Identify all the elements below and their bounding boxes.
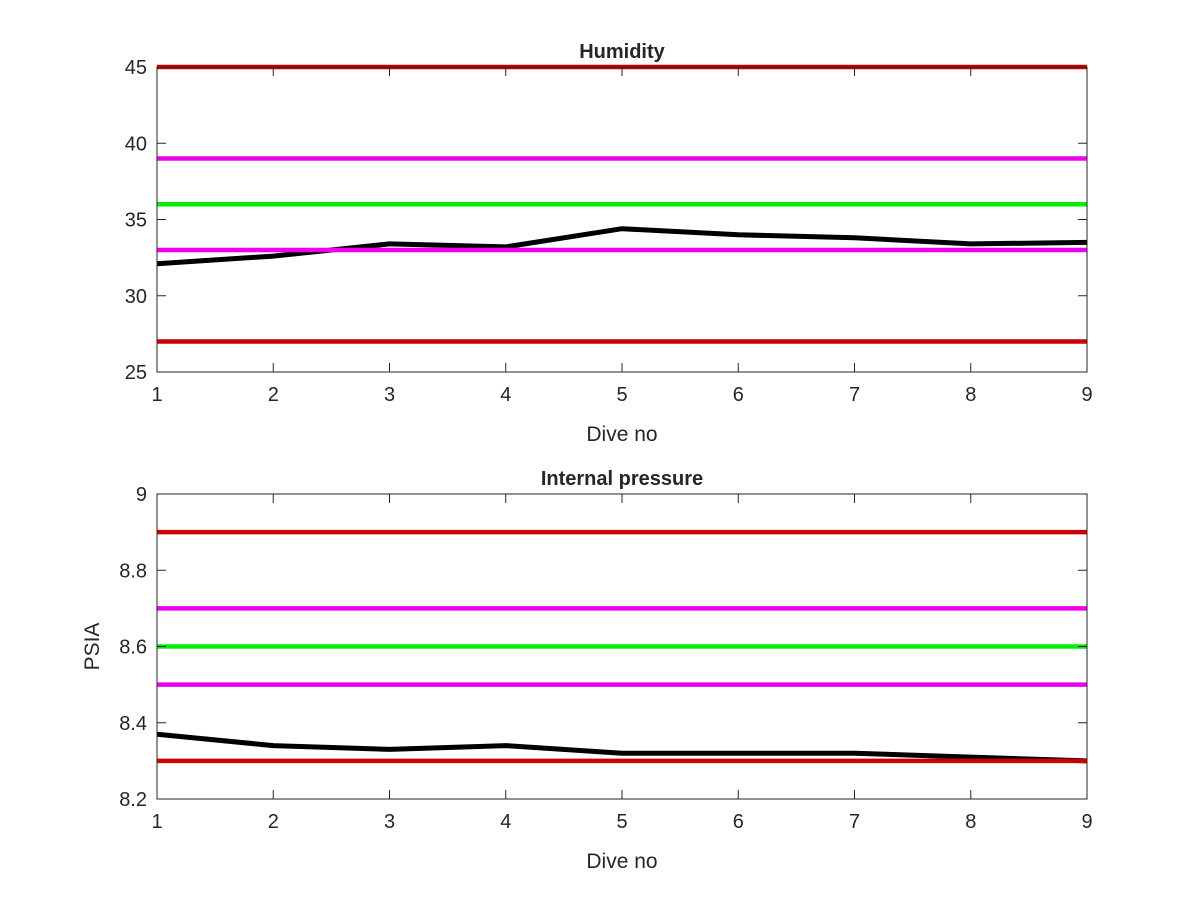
y-tick-label: 45 — [125, 57, 147, 79]
x-tick-label: 8 — [965, 384, 976, 406]
y-tick-label: 40 — [125, 133, 147, 155]
y-tick-label: 25 — [125, 362, 147, 384]
x-tick-label: 8 — [965, 811, 976, 833]
x-tick-label: 3 — [384, 811, 395, 833]
x-tick-label: 9 — [1081, 811, 1092, 833]
chart-title: Humidity — [579, 41, 665, 63]
y-axis-label: PSIA — [81, 623, 104, 671]
internal-pressure-chart: 1 2 3 4 5 6 7 8 9 8.2 8.4 8.6 8.8 9 Internal pressure… — [81, 468, 1093, 873]
x-tick-label: 5 — [616, 811, 627, 833]
x-tick-label: 9 — [1081, 384, 1092, 406]
x-tick-label: 2 — [268, 384, 279, 406]
y-tick-label: 8.2 — [119, 789, 147, 811]
x-tick-label: 2 — [268, 811, 279, 833]
x-tick-label: 3 — [384, 384, 395, 406]
x-tick-label: 1 — [151, 384, 162, 406]
x-tick-label: 1 — [151, 811, 162, 833]
x-axis-label: Dive no — [586, 423, 657, 446]
x-tick-label: 4 — [500, 811, 511, 833]
y-tick-label: 30 — [125, 286, 147, 308]
x-tick-label: 6 — [733, 811, 744, 833]
x-axis-label: Dive no — [586, 850, 657, 873]
x-tick-label: 4 — [500, 384, 511, 406]
y-tick-label: 8.8 — [119, 560, 147, 582]
y-tick-label: 9 — [136, 484, 147, 506]
x-tick-label: 7 — [849, 811, 860, 833]
chart-title: Internal pressure — [541, 468, 703, 490]
y-tick-label: 8.6 — [119, 637, 147, 659]
y-tick-label: 8.4 — [119, 713, 147, 735]
y-tick-label: 35 — [125, 210, 147, 232]
data-series-line — [156, 731, 1088, 764]
x-tick-label: 5 — [616, 384, 627, 406]
x-tick-label: 6 — [733, 384, 744, 406]
x-tick-label: 7 — [849, 384, 860, 406]
